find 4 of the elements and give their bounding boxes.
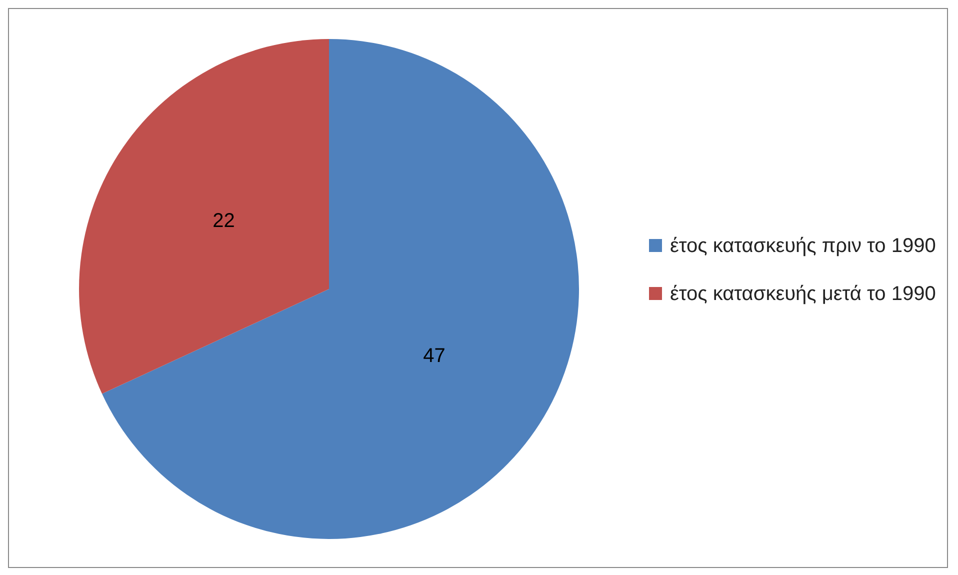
legend-label: έτος κατασκευής μετά το 1990 [670, 282, 936, 307]
legend-label: έτος κατασκευής πριν το 1990 [670, 234, 936, 259]
data-label: 47 [423, 344, 446, 367]
data-label: 22 [212, 210, 235, 232]
